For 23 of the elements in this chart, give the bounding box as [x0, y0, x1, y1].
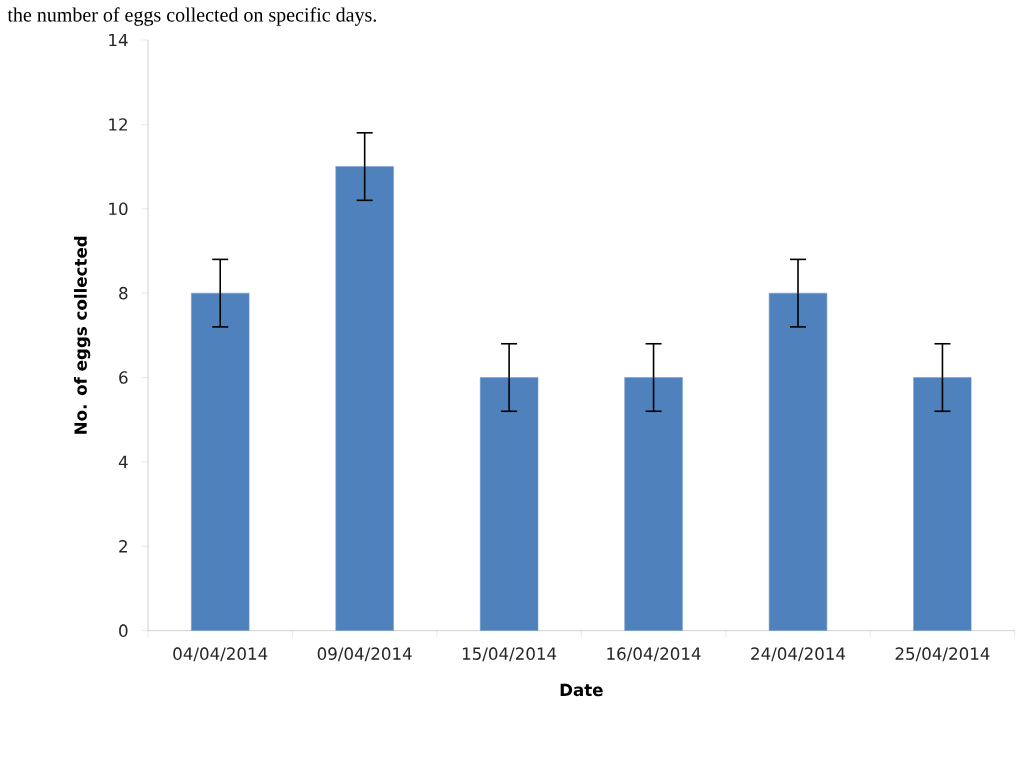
text: the number of eggs collected on specific days. — [7, 7, 376, 26]
y-tick-label: 14 — [109, 34, 128, 47]
x-tick-label: 24/04/2014 — [751, 647, 846, 662]
y-tick-label: 4 — [118, 455, 128, 469]
x-tick-label: 15/04/2014 — [462, 647, 557, 662]
bar — [768, 293, 828, 631]
bar — [624, 377, 683, 631]
y-tick-label: 6 — [119, 371, 128, 384]
y-axis-title: No. of eggs collected — [73, 236, 91, 434]
bar — [913, 377, 972, 631]
y-tick-label: 8 — [119, 286, 128, 300]
x-tick-label: 25/04/2014 — [895, 647, 990, 662]
y-tick-label: 2 — [119, 540, 127, 553]
x-tick-label: 09/04/2014 — [317, 647, 412, 662]
y-tick-label: 0 — [119, 624, 128, 638]
x-axis-title: Date — [560, 683, 603, 697]
bar — [335, 166, 394, 631]
bar — [479, 377, 539, 631]
y-tick-label: 10 — [109, 202, 128, 216]
x-tick-label: 16/04/2014 — [607, 647, 701, 662]
y-tick-label: 12 — [109, 118, 127, 131]
x-tick-label: 04/04/2014 — [173, 647, 268, 662]
bar — [191, 293, 250, 631]
